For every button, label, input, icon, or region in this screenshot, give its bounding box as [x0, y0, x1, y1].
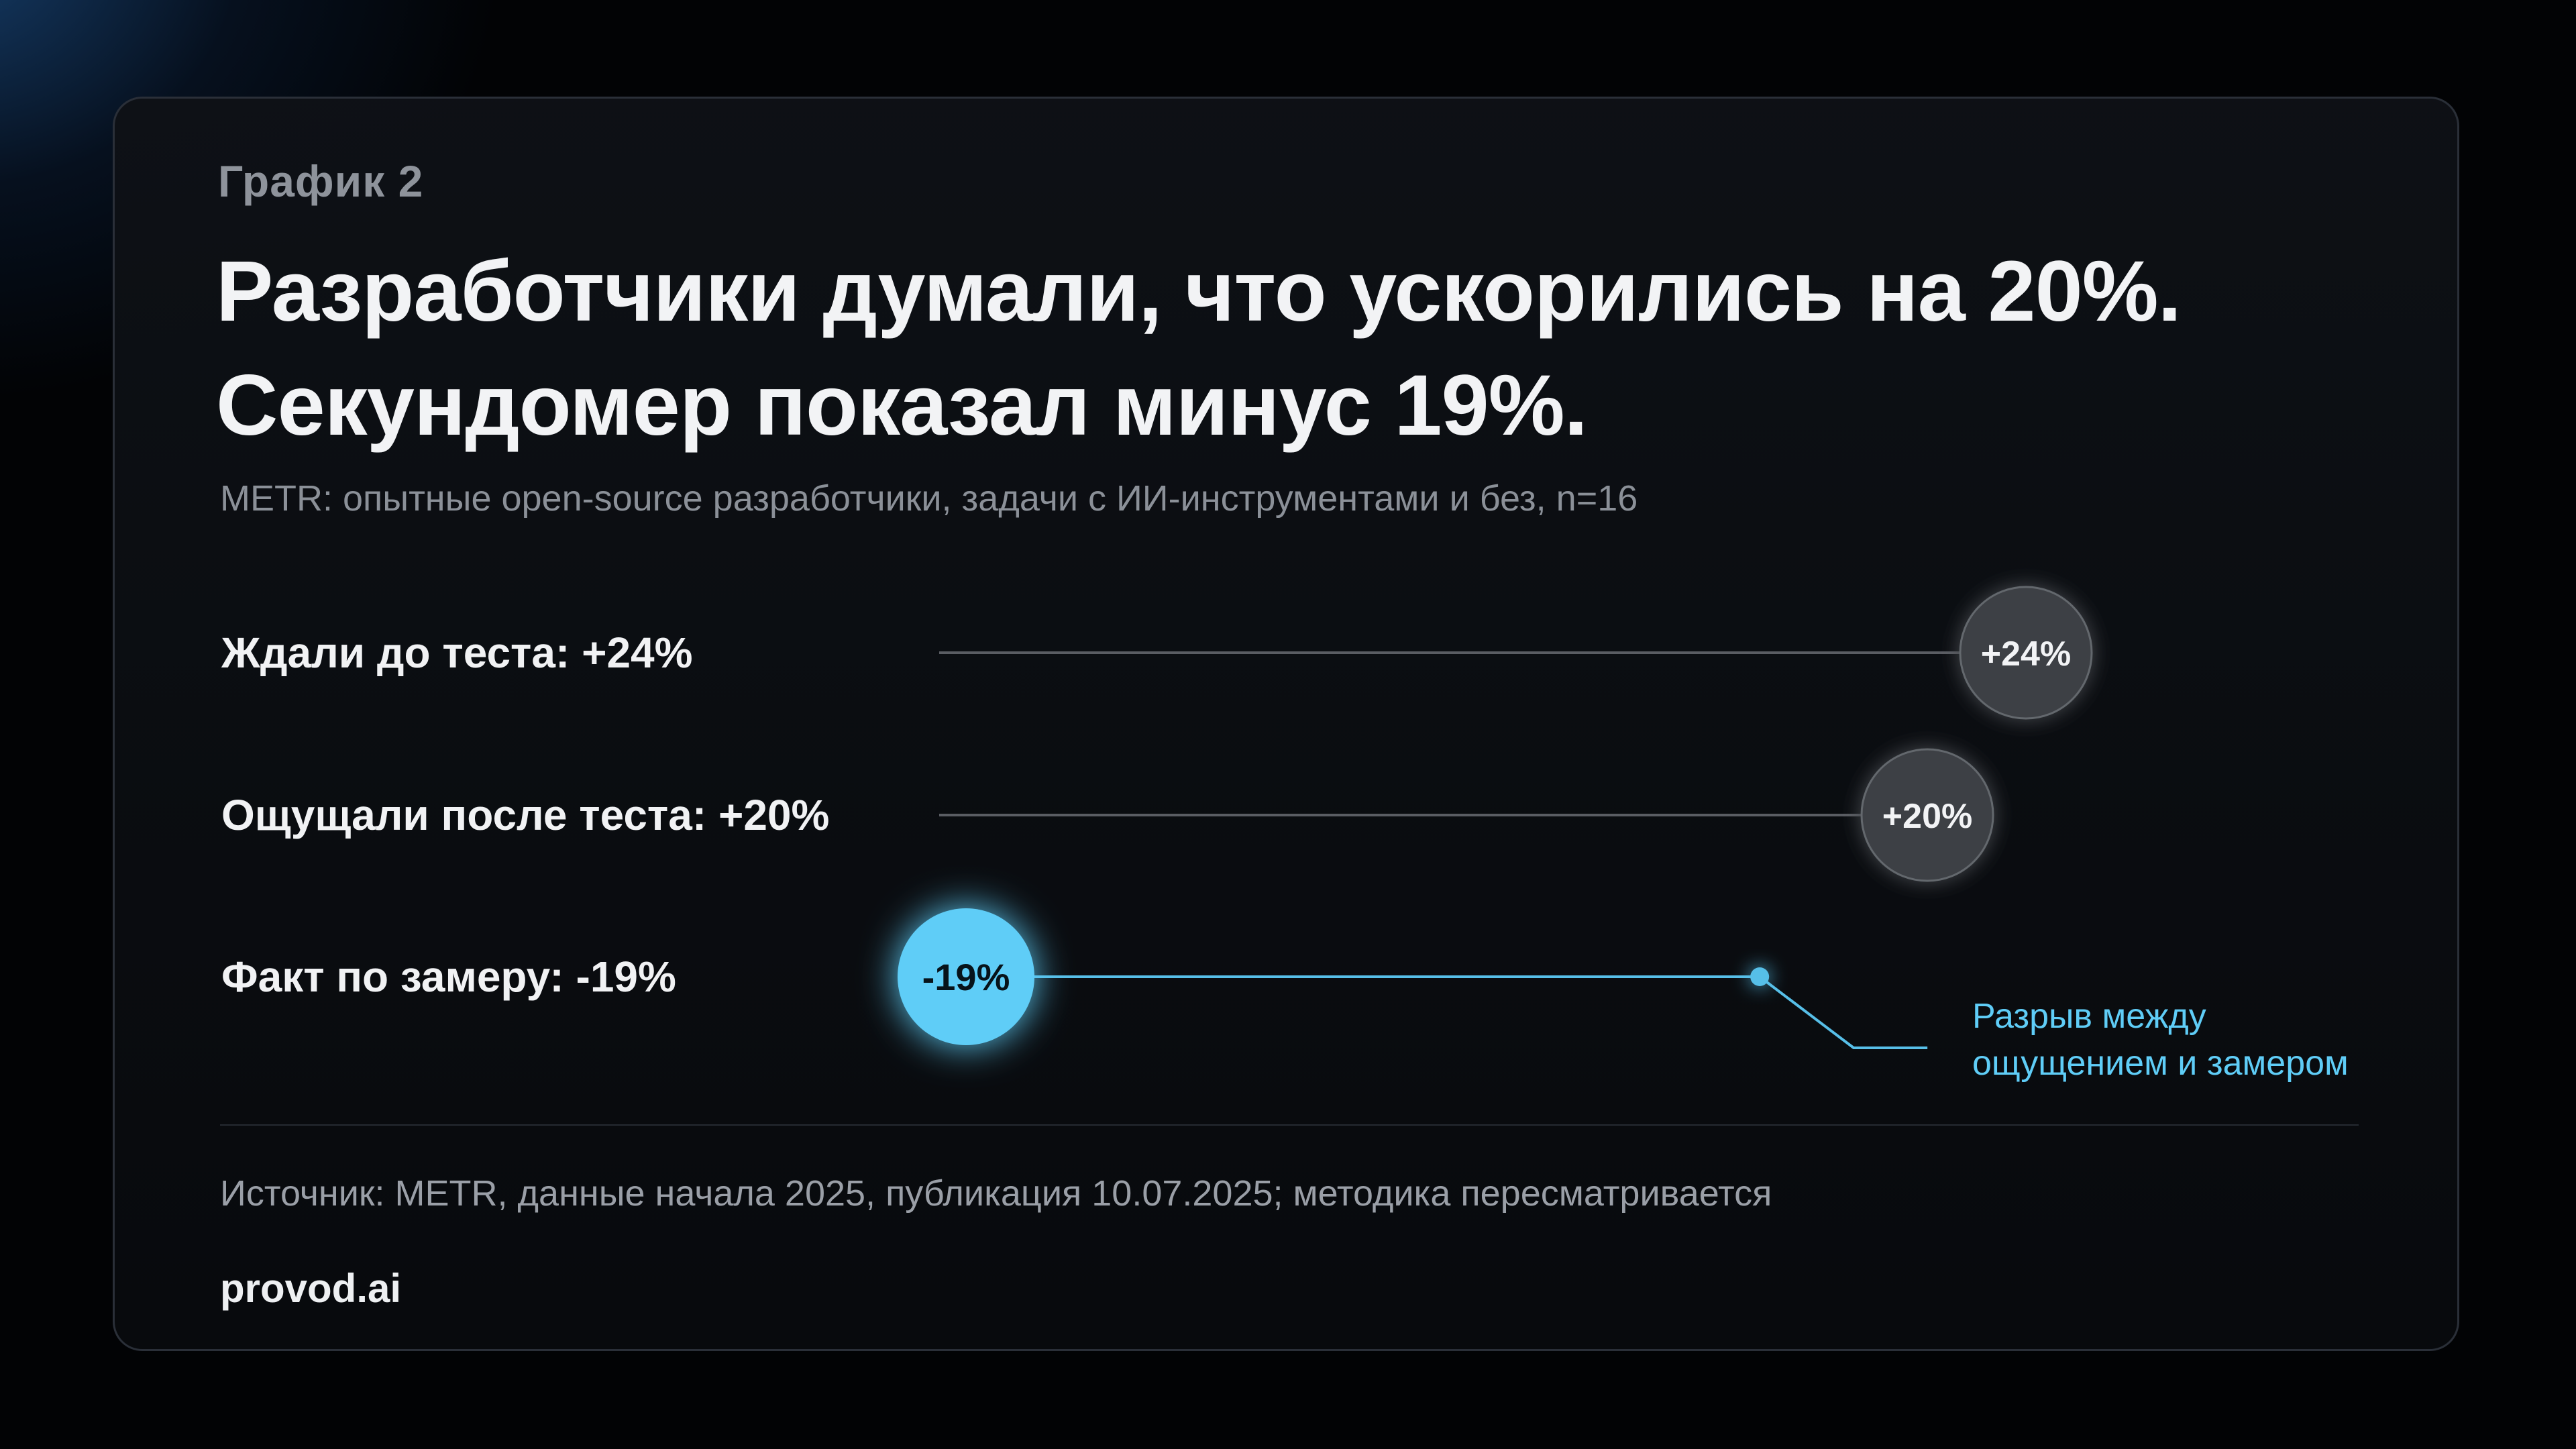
- annotation-line-2: ощущением и замером: [1972, 1044, 2349, 1083]
- value-marker-label: +20%: [1882, 797, 1972, 836]
- annotation-line-1: Разрыв между: [1972, 997, 2206, 1036]
- row-label-perceived: Ощущали после теста: +20%: [221, 791, 830, 839]
- value-marker: [1860, 748, 1994, 882]
- source-note: Источник: METR, данные начала 2025, публ…: [220, 1173, 1772, 1214]
- row-label-expected: Ждали до теста: +24%: [221, 629, 693, 677]
- chart-card: [113, 97, 2459, 1351]
- value-marker: [1959, 586, 2093, 720]
- chart-number: График 2: [218, 156, 424, 206]
- brand-logo-text: provod.ai: [220, 1266, 402, 1311]
- annotation-leader-line: [1758, 975, 1928, 1049]
- chart-subtitle: METR: опытные open-source разработчики, …: [220, 478, 1638, 519]
- title-line-2: Секундомер показал минус 19%.: [216, 358, 1588, 453]
- title-line-1: Разработчики думали, что ускорились на 2…: [216, 244, 2182, 339]
- page-title: Разработчики думали, что ускорились на 2…: [216, 235, 2182, 463]
- value-marker-label: -19%: [922, 956, 1010, 998]
- footer-divider: [220, 1124, 2359, 1126]
- value-marker-highlight: [898, 908, 1034, 1045]
- value-marker-label: +24%: [1981, 635, 2071, 674]
- row-label-measured: Факт по замеру: -19%: [221, 953, 676, 1001]
